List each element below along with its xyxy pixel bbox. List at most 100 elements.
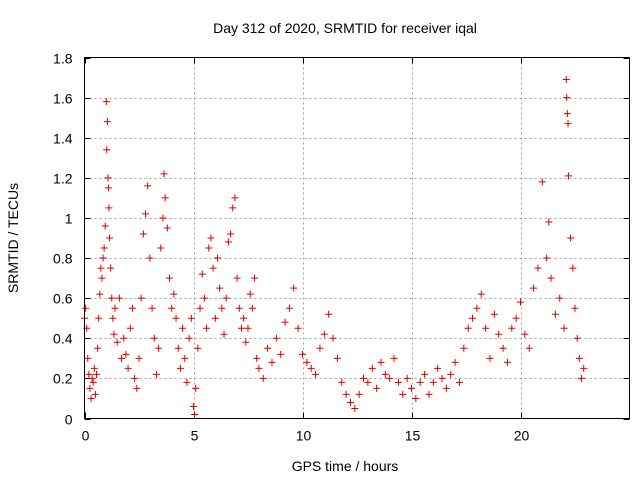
data-point (106, 234, 114, 242)
data-point (573, 334, 581, 342)
data-point (495, 330, 503, 338)
data-point (185, 334, 193, 342)
data-point (329, 334, 337, 342)
data-point (303, 358, 311, 366)
data-point (264, 344, 272, 352)
data-point (231, 194, 239, 202)
x-axis-label: GPS time / hours (292, 458, 399, 474)
data-point (381, 370, 389, 378)
data-point (499, 344, 507, 352)
data-point (118, 354, 126, 362)
data-point (447, 370, 455, 378)
data-point (567, 234, 575, 242)
data-point (255, 364, 263, 372)
data-point (360, 374, 368, 382)
data-point (157, 244, 165, 252)
y-tick-label: 0.6 (53, 291, 73, 307)
data-point (294, 324, 302, 332)
data-point (100, 244, 108, 252)
data-point (146, 254, 154, 262)
data-point (355, 390, 363, 398)
data-point (503, 358, 511, 366)
data-point (159, 214, 167, 222)
data-point (316, 344, 324, 352)
data-point (325, 310, 333, 318)
y-tick-label: 0.4 (53, 331, 73, 347)
data-point (368, 364, 376, 372)
data-point (425, 390, 433, 398)
data-point (429, 378, 437, 386)
data-point (172, 314, 180, 322)
data-point (373, 384, 381, 392)
x-tick-labels: 0 5 10 15 20 (82, 428, 530, 444)
x-tick-label: 20 (514, 428, 530, 444)
data-point (179, 324, 187, 332)
data-point (224, 238, 232, 246)
data-point (91, 390, 99, 398)
data-point (200, 294, 208, 302)
data-point (88, 374, 96, 382)
data-point (416, 378, 424, 386)
data-point (92, 370, 100, 378)
data-point (394, 378, 402, 386)
data-point (86, 384, 94, 392)
data-point (84, 354, 92, 362)
data-point (571, 304, 579, 312)
data-point (128, 304, 136, 312)
data-point (90, 364, 98, 372)
data-point (170, 290, 178, 298)
data-point (222, 294, 230, 302)
data-point (421, 370, 429, 378)
data-point (191, 410, 199, 418)
data-point (578, 374, 586, 382)
data-point (227, 230, 235, 238)
data-point (399, 390, 407, 398)
data-point (104, 174, 112, 182)
data-point (277, 350, 285, 358)
data-point (194, 344, 202, 352)
data-point (124, 364, 132, 372)
data-point (473, 304, 481, 312)
data-point (137, 294, 145, 302)
data-point (346, 398, 354, 406)
data-point (198, 270, 206, 278)
data-point (547, 274, 555, 282)
data-point (148, 304, 156, 312)
data-point (320, 330, 328, 338)
axis-ticks (84, 57, 630, 420)
y-tick-labels: 0 0.2 0.4 0.6 0.8 1 1.2 1.4 1.6 1.8 (53, 51, 73, 428)
data-point (108, 294, 116, 302)
data-point (192, 384, 200, 392)
data-point (486, 354, 494, 362)
data-point (560, 324, 568, 332)
data-point (94, 344, 102, 352)
data-point (102, 98, 110, 106)
data-point (205, 244, 213, 252)
data-point (115, 294, 123, 302)
data-point (211, 314, 219, 322)
data-point (534, 264, 542, 272)
data-point (229, 204, 237, 212)
data-point (242, 338, 250, 346)
x-tick-label: 15 (405, 428, 421, 444)
data-point (455, 378, 463, 386)
data-point (183, 378, 191, 386)
data-point (176, 364, 184, 372)
data-point (299, 350, 306, 358)
data-point (517, 298, 524, 306)
data-point (95, 314, 103, 322)
data-point (521, 330, 529, 338)
data-point (97, 264, 105, 272)
data-point (187, 314, 195, 322)
data-point (111, 304, 119, 312)
data-point (268, 358, 276, 366)
data-point (490, 310, 498, 318)
data-point (512, 314, 520, 322)
data-point (237, 324, 245, 332)
data-point (85, 370, 93, 378)
data-point (386, 374, 394, 382)
data-point (438, 374, 446, 382)
data-point (181, 354, 189, 362)
data-point (272, 334, 280, 342)
